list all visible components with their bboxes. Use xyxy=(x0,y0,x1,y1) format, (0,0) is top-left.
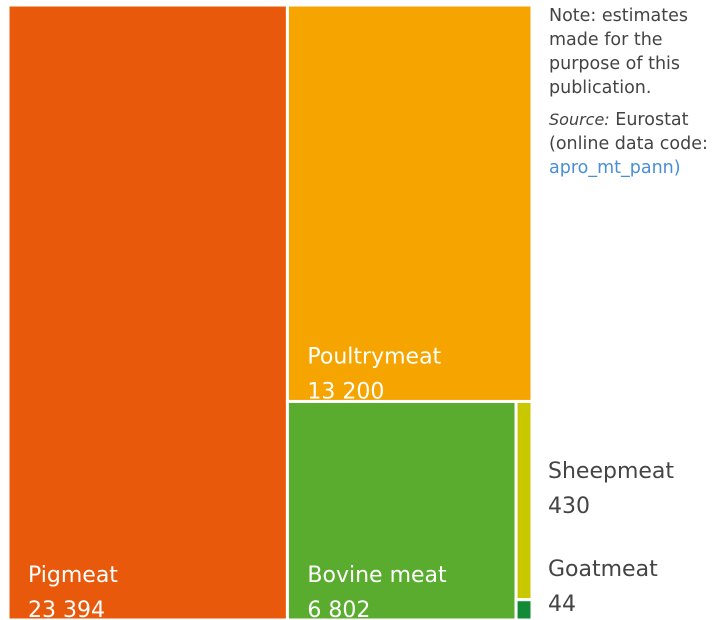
tile-value: 23 394 xyxy=(28,598,105,620)
note: Note: estimates made for the purpose of … xyxy=(549,6,689,98)
tile-label: Poultrymeat xyxy=(307,344,441,369)
tile-label: Sheepmeat xyxy=(548,459,674,484)
source-text: Eurostat (online data code: xyxy=(549,110,708,154)
tile xyxy=(285,3,534,403)
tile-value: 430 xyxy=(548,494,590,519)
tile-value: 6 802 xyxy=(307,598,370,620)
tile-value: 44 xyxy=(548,592,576,617)
tile-label: Pigmeat xyxy=(28,563,118,588)
source: Source: Eurostat (online data code: apro… xyxy=(549,108,719,180)
tile xyxy=(514,399,534,602)
tile-label: Bovine meat xyxy=(307,563,447,588)
source-code[interactable]: apro_mt_pann) xyxy=(549,158,681,178)
source-label: Source: xyxy=(549,110,610,129)
tile-label: Goatmeat xyxy=(548,557,658,582)
notes: Note: estimates made for the purpose of … xyxy=(549,4,719,188)
tile xyxy=(285,399,518,620)
tile xyxy=(6,3,289,620)
tile xyxy=(514,598,534,620)
